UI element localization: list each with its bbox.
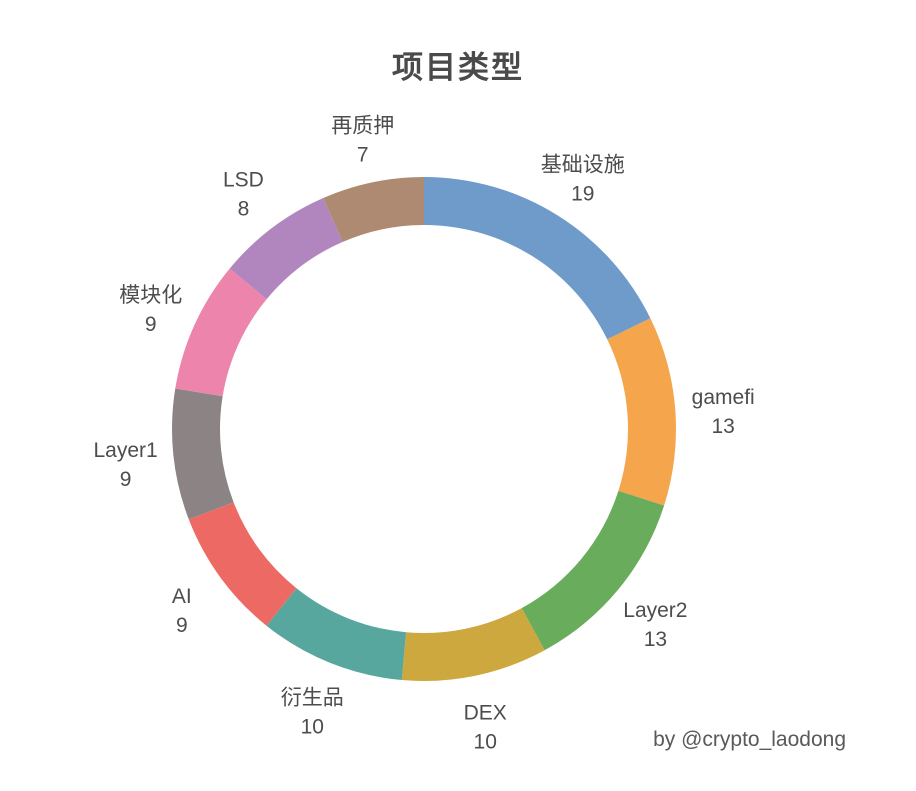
pie-slice-模块化	[175, 268, 267, 397]
chart-title: 项目类型	[392, 50, 524, 85]
pie-slice-gamefi	[607, 318, 676, 506]
pie-slice-AI	[188, 502, 297, 626]
pie-slice-DEX	[401, 608, 545, 682]
pie-slice-Layer1	[172, 388, 234, 520]
pie-slice-衍生品	[266, 588, 407, 681]
pie-slice-再质押	[323, 177, 424, 242]
pie-slice-基础设施	[424, 177, 651, 340]
slice-label-Layer1: Layer1 9	[93, 439, 157, 491]
slice-label-AI: AI 9	[172, 585, 192, 637]
slice-label-模块化: 模块化 9	[119, 284, 182, 336]
slice-label-DEX: DEX 10	[464, 702, 507, 754]
pie-slice-LSD	[229, 197, 343, 300]
attribution-text: by @crypto_laodong	[653, 728, 846, 751]
pie-slice-Layer2	[521, 490, 665, 651]
slice-label-LSD: LSD 8	[223, 168, 264, 220]
slice-label-再质押: 再质押 7	[331, 114, 394, 166]
slice-label-gamefi: gamefi 13	[692, 386, 755, 438]
slice-label-Layer2: Layer2 13	[623, 599, 687, 651]
slice-label-基础设施: 基础设施 19	[541, 153, 625, 205]
slice-label-衍生品: 衍生品 10	[281, 686, 344, 738]
